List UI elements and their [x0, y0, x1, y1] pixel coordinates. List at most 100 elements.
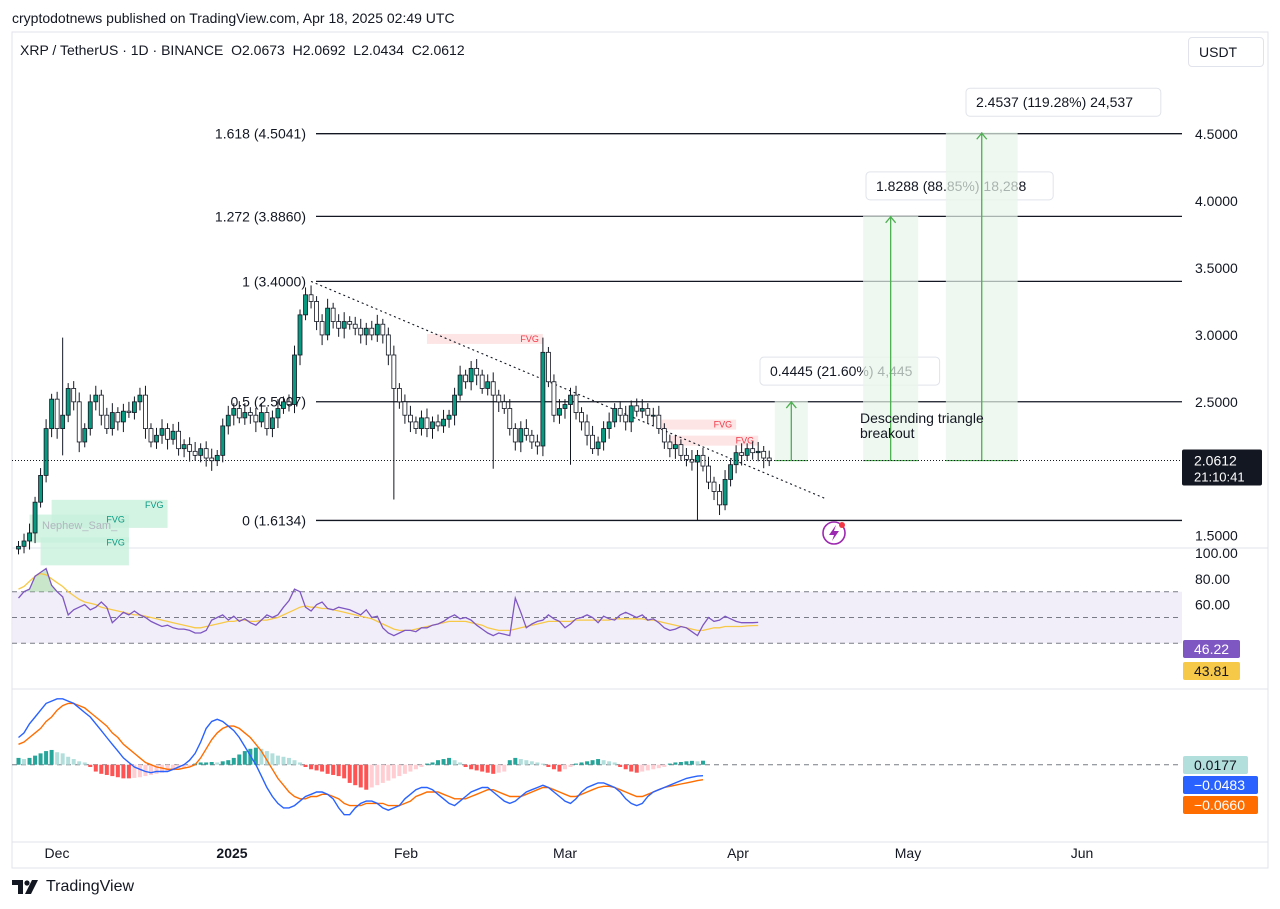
macd-histogram-bar [143, 764, 148, 777]
candle-down [308, 294, 314, 302]
candle-down [661, 428, 667, 443]
macd-pane[interactable] [12, 698, 1182, 816]
candle-up [540, 351, 546, 447]
target-label-box [965, 87, 1162, 117]
candle-down [264, 412, 270, 429]
macd-histogram-bar [391, 764, 396, 779]
macd-histogram-bar [215, 762, 220, 765]
macd-histogram-bar [364, 764, 369, 790]
fvg-zone [658, 419, 737, 430]
macd-histogram-bar [601, 760, 606, 765]
chart-frame [11, 31, 1269, 869]
bar-countdown: 21:10:41 [1194, 470, 1245, 485]
macd-histogram-bar [662, 764, 667, 767]
macd-histogram-bar [71, 759, 76, 765]
candle-down [496, 394, 502, 403]
macd-histogram-bar [447, 757, 452, 765]
macd-histogram-bar [182, 764, 187, 769]
candle-down [126, 410, 132, 413]
price-axis[interactable]: 1.50002.00002.50003.00003.50004.00004.50… [1182, 126, 1262, 814]
rsi-ma-value-badge [1183, 662, 1240, 680]
candle-down [391, 354, 397, 389]
candle-up [452, 394, 457, 416]
symbol-ohlc-legend[interactable]: XRP / TetherUS · 1D · BINANCE O2.0673 H2… [20, 42, 465, 58]
macd-histogram-bar [237, 754, 242, 765]
candle-down [236, 408, 242, 419]
candle-up [154, 434, 159, 443]
macd-histogram-bar [562, 764, 567, 770]
macd-histogram-bar [93, 764, 98, 772]
macd-histogram-bar [209, 762, 214, 765]
macd-histogram-bar [424, 763, 429, 765]
macd-histogram-bar [309, 764, 314, 770]
time-axis[interactable]: Dec 2025 Feb Mar Apr May Jun [45, 845, 1094, 861]
candle-up [639, 408, 645, 412]
last-price-value: 2.0612 [1194, 453, 1237, 469]
macd-histogram-bar [441, 759, 446, 765]
macd-histogram-bar [700, 760, 705, 765]
macd-histogram-bar [452, 760, 457, 765]
candle-down [71, 388, 77, 403]
macd-histogram-bar [386, 764, 391, 781]
macd-histogram-bar [474, 764, 479, 771]
candle-down [501, 401, 507, 409]
candle-down [385, 334, 391, 356]
candle-down [143, 394, 148, 429]
rsi-pane[interactable] [12, 567, 1182, 644]
candle-up [137, 394, 143, 403]
macd-histogram-bar [253, 747, 258, 765]
candle-down [656, 414, 662, 429]
macd-histogram-bar [634, 764, 639, 773]
macd-histogram-bar [551, 764, 556, 770]
candle-up [16, 545, 21, 550]
price-axis-tick: 3.0000 [1195, 327, 1238, 343]
flash-event-icon[interactable] [822, 521, 846, 545]
macd-histogram-bar [121, 764, 126, 779]
candle-up [38, 475, 43, 503]
time-axis-tick: May [895, 845, 921, 861]
candle-down [352, 323, 358, 329]
macd-histogram-bar [502, 764, 507, 772]
macd-histogram-bar [187, 764, 192, 767]
price-pane[interactable]: 1.618 (4.5041) 1.272 (3.8860) 1 (3.4000) 0.… [12, 87, 1182, 566]
time-axis-tick: 2025 [216, 845, 247, 861]
candle-up [557, 408, 562, 416]
macd-histogram-bar [645, 764, 650, 771]
macd-histogram-bar [110, 764, 115, 777]
candle-up [733, 452, 739, 466]
price-axis-tick: 2.5000 [1195, 394, 1238, 410]
currency-button[interactable]: USDT [1188, 37, 1264, 67]
candle-up [341, 321, 347, 329]
rsi-axis-tick: 100.00 [1195, 545, 1238, 561]
price-axis-tick: 1.5000 [1195, 528, 1238, 544]
macd-histogram-bar [165, 764, 170, 772]
fib-level-label: 1 (3.4000) [242, 273, 306, 289]
macd-histogram-bar [612, 762, 617, 765]
candle-down [512, 428, 518, 443]
candle-down [408, 414, 413, 423]
candle-up [650, 414, 656, 417]
tradingview-logo[interactable]: TradingView [12, 878, 134, 896]
macd-histogram-bar [689, 760, 694, 765]
candle-down [396, 388, 402, 403]
macd-histogram-bar [154, 764, 159, 774]
rsi-value-badge [1183, 640, 1240, 658]
macd-histogram-bar [491, 764, 496, 774]
macd-histogram-bar [303, 764, 308, 767]
macd-histogram-bar [320, 764, 325, 772]
candle-up [225, 414, 231, 427]
candle-down [369, 327, 375, 336]
rsi-value: 46.22 [1194, 641, 1229, 657]
candle-down [380, 323, 386, 336]
macd-histogram-bar [82, 762, 87, 765]
macd-histogram-bar [242, 751, 247, 765]
macd-histogram-bar [231, 757, 236, 765]
symbol-name[interactable]: XRP / TetherUS · 1D · BINANCE [20, 42, 224, 58]
macd-histogram-bar [546, 764, 551, 767]
target-label: 2.4537 (119.28%) 24,537 [976, 94, 1133, 110]
fvg-label: FVG [145, 500, 164, 510]
price-axis-tick: 4.5000 [1195, 126, 1238, 142]
candle-up [374, 323, 380, 336]
fvg-label: FVG [736, 436, 755, 446]
